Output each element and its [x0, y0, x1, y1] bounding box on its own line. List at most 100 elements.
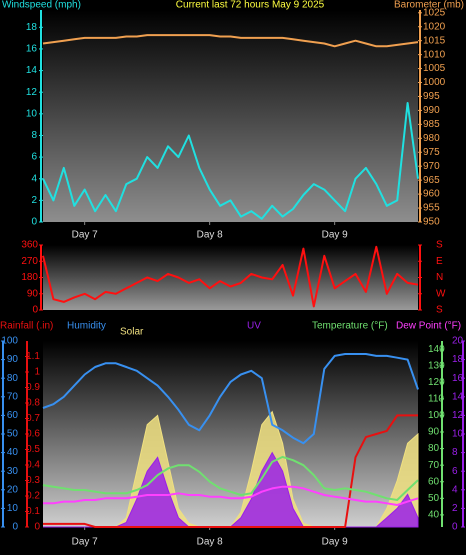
- tick-label: 12: [26, 87, 38, 98]
- tick-label: 1.1: [26, 351, 40, 362]
- series-line: [42, 455, 419, 501]
- tick-label: 0: [31, 217, 37, 228]
- tick-label: 0.2: [26, 491, 40, 502]
- plot-area: [43, 10, 418, 222]
- tick-label: 50: [7, 429, 19, 440]
- tick-label: 70: [428, 460, 440, 471]
- tick-label: 100: [1, 336, 18, 347]
- legend-entry: Dew Point (°F): [396, 321, 461, 332]
- tick-label: 8: [31, 130, 37, 141]
- tick-label: 40: [428, 510, 440, 521]
- tick-label: E: [436, 256, 443, 267]
- tick-label: 965: [423, 175, 440, 186]
- tick-label: 10: [452, 429, 464, 440]
- tick-label: 4: [31, 173, 37, 184]
- tick-label: 10: [26, 108, 38, 119]
- tick-label: 1015: [423, 35, 446, 46]
- tick-label: 0.7: [26, 413, 40, 424]
- tick-label: 4: [452, 484, 458, 495]
- legend-entry: Barometer (mb): [394, 0, 464, 11]
- tick-label: 2: [452, 503, 458, 514]
- tick-label: 1000: [423, 77, 446, 88]
- tick-label: N: [436, 272, 443, 283]
- tick-label: 0.5: [26, 444, 40, 455]
- tick-label: 0.4: [26, 460, 40, 471]
- tick-label: 0.1: [26, 506, 40, 517]
- tick-label: W: [436, 288, 446, 299]
- tick-label: 60: [428, 476, 440, 487]
- tick-label: 0: [34, 522, 40, 533]
- tick-label: 90: [7, 354, 19, 365]
- tick-label: 16: [26, 44, 38, 55]
- tick-label: 30: [7, 466, 19, 477]
- tick-label: 8: [452, 447, 458, 458]
- tick-label: 10: [7, 503, 19, 514]
- tick-label: 970: [423, 161, 440, 172]
- tick-label: 1010: [423, 49, 446, 60]
- tick-label: 100: [428, 410, 445, 421]
- tick-label: 0: [32, 305, 38, 316]
- tick-label: 50: [428, 493, 440, 504]
- tick-label: 20: [452, 336, 464, 347]
- legend-entry: Windspeed (mph): [2, 0, 81, 11]
- series-line: [42, 34, 419, 48]
- tick-label: 90: [27, 288, 39, 299]
- tick-label: 180: [21, 272, 38, 283]
- tick-label: 0.8: [26, 398, 40, 409]
- tick-label: 14: [452, 391, 464, 402]
- x-tick-label: Day 9: [322, 537, 349, 548]
- legend-entry: Solar: [120, 327, 144, 338]
- tick-label: 70: [7, 391, 19, 402]
- tick-label: 2: [31, 195, 37, 206]
- series-line: [42, 353, 419, 445]
- tick-label: 6: [31, 152, 37, 163]
- tick-label: 80: [428, 443, 440, 454]
- tick-label: 140: [428, 344, 445, 355]
- x-tick-label: Day 9: [322, 230, 349, 241]
- tick-label: 130: [428, 360, 445, 371]
- tick-label: 990: [423, 105, 440, 116]
- tick-label: 1: [34, 367, 40, 378]
- tick-label: 0: [452, 522, 458, 533]
- tick-label: 60: [7, 410, 19, 421]
- tick-label: 12: [452, 410, 464, 421]
- legend-entry: Temperature (°F): [312, 321, 388, 332]
- tick-label: 80: [7, 373, 19, 384]
- legend-entry: UV: [247, 321, 261, 332]
- tick-label: 1025: [423, 7, 446, 18]
- tick-label: 40: [7, 447, 19, 458]
- tick-label: 955: [423, 203, 440, 214]
- tick-label: 270: [21, 256, 38, 267]
- tick-label: 0.3: [26, 475, 40, 486]
- tick-label: 0: [12, 522, 18, 533]
- series-line: [42, 245, 419, 308]
- tick-label: 6: [452, 466, 458, 477]
- series-line: [42, 102, 419, 220]
- tick-label: 18: [452, 354, 464, 365]
- tick-label: 16: [452, 373, 464, 384]
- series-line: [43, 414, 418, 528]
- legend-entry: Humidity: [67, 321, 106, 332]
- tick-label: 960: [423, 189, 440, 200]
- tick-label: 980: [423, 133, 440, 144]
- plot-area: [43, 341, 418, 527]
- tick-label: 90: [428, 427, 440, 438]
- plot-area: [43, 245, 418, 310]
- tick-label: S: [436, 305, 443, 316]
- tick-label: 975: [423, 147, 440, 158]
- tick-label: 360: [21, 240, 38, 251]
- tick-label: 110: [428, 393, 444, 404]
- tick-label: 985: [423, 119, 440, 130]
- tick-label: 18: [26, 22, 38, 33]
- tick-label: 0.6: [26, 429, 40, 440]
- legend-entry: Rainfall (.in): [0, 321, 53, 332]
- tick-label: 1005: [423, 63, 446, 74]
- x-tick-label: Day 7: [72, 537, 99, 548]
- tick-label: 950: [423, 217, 440, 228]
- tick-label: 20: [7, 484, 19, 495]
- tick-label: 995: [423, 91, 440, 102]
- chart-title: Current last 72 hours May 9 2025: [176, 0, 325, 11]
- x-tick-label: Day 8: [197, 537, 224, 548]
- tick-label: 0.9: [26, 382, 40, 393]
